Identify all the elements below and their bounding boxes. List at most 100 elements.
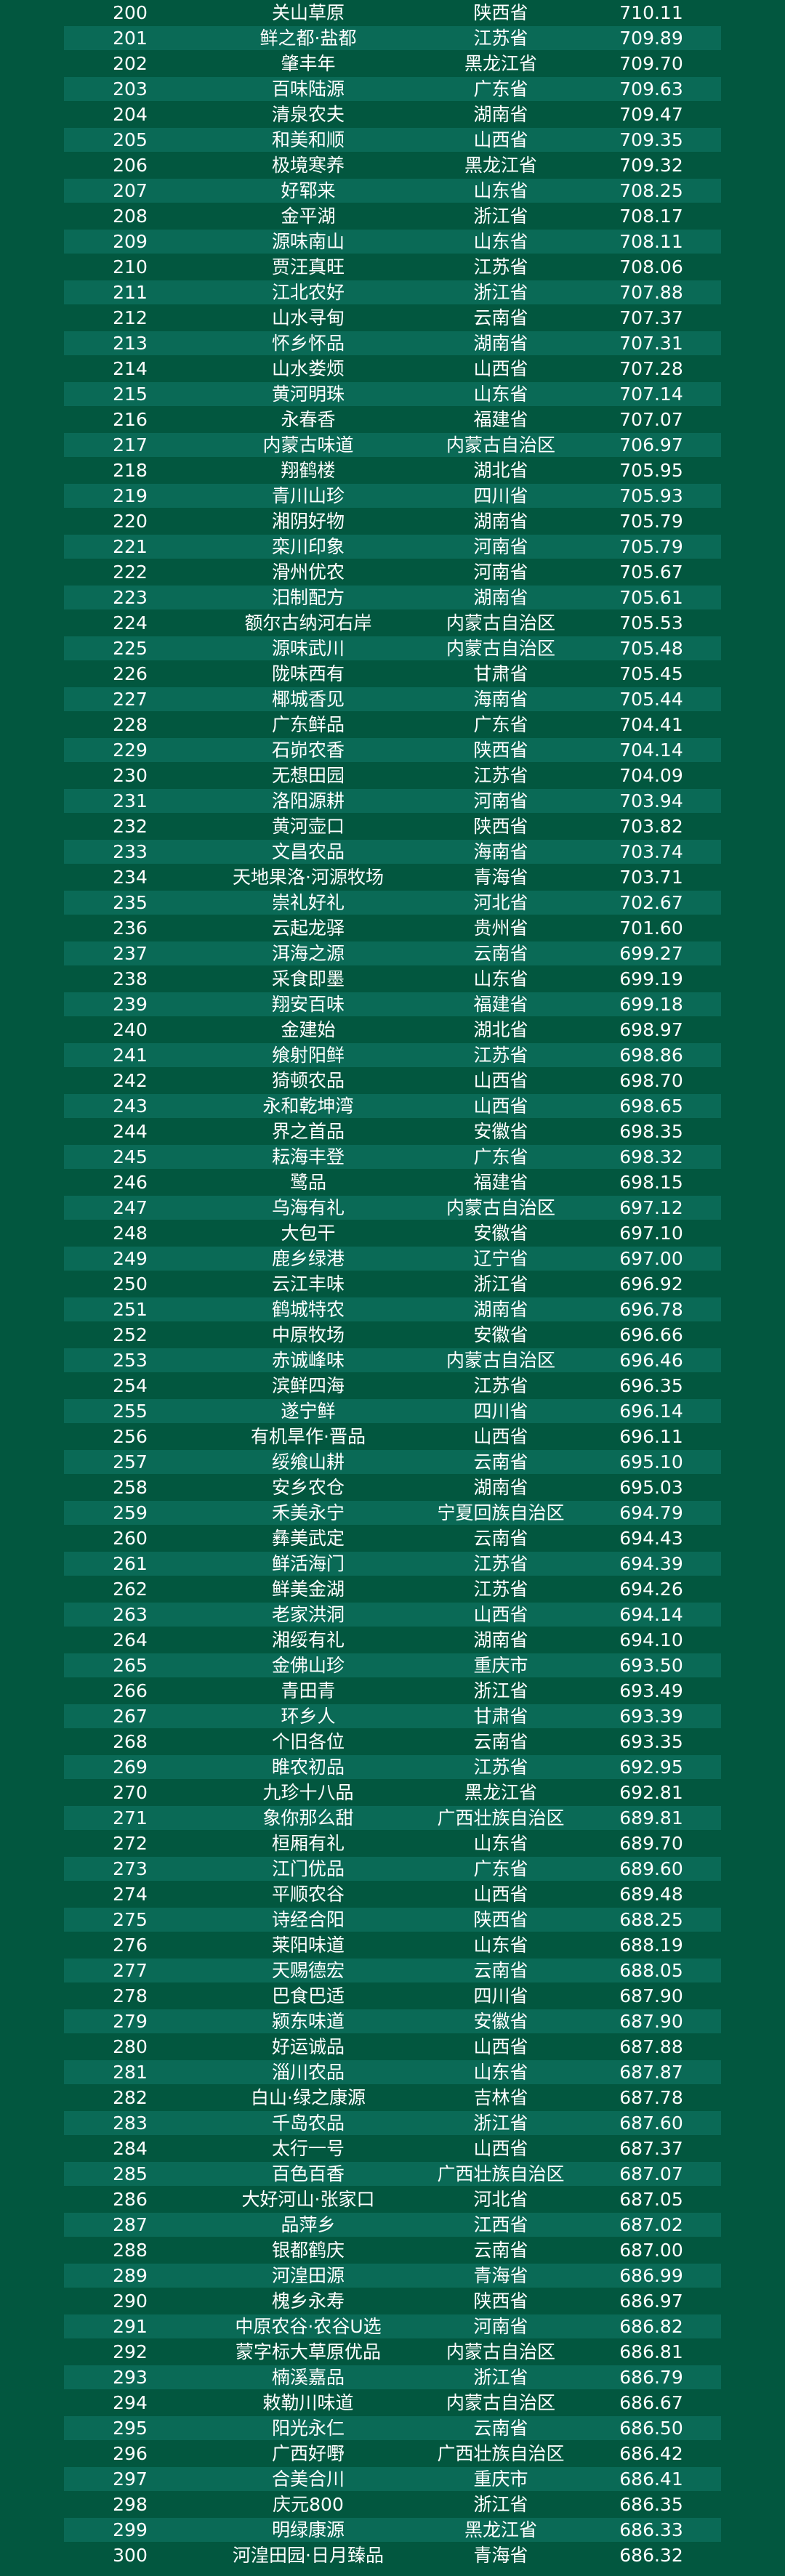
table-row: 279 颍东味道 安徽省 687.90 bbox=[0, 2009, 785, 2034]
brand-cell: 禾美永宁 bbox=[271, 1502, 345, 1523]
rank-cell: 285 bbox=[113, 2163, 148, 2184]
brand-cell: 九珍十八品 bbox=[262, 1782, 354, 1803]
table-row: 287 品萍乡 江西省 687.02 bbox=[0, 2212, 785, 2237]
province-cell: 云南省 bbox=[473, 2240, 528, 2261]
province-cell: 云南省 bbox=[473, 2418, 528, 2439]
score-cell: 694.10 bbox=[619, 1629, 683, 1650]
rank-cell: 240 bbox=[113, 1019, 148, 1040]
score-cell: 699.27 bbox=[619, 943, 683, 964]
table-row: 269 睢农初品 江苏省 692.95 bbox=[0, 1754, 785, 1780]
province-cell: 江西省 bbox=[473, 2214, 528, 2235]
rank-cell: 243 bbox=[113, 1095, 148, 1117]
score-cell: 686.50 bbox=[619, 2418, 683, 2439]
rank-cell: 239 bbox=[113, 994, 148, 1015]
province-cell: 青海省 bbox=[473, 2545, 528, 2566]
brand-cell: 云起龙驿 bbox=[271, 918, 345, 939]
score-cell: 707.31 bbox=[619, 333, 683, 354]
score-cell: 688.19 bbox=[619, 1935, 683, 1956]
rank-cell: 233 bbox=[113, 841, 148, 862]
rank-cell: 244 bbox=[113, 1121, 148, 1142]
score-cell: 705.45 bbox=[619, 663, 683, 684]
brand-cell: 源味武川 bbox=[271, 638, 345, 659]
brand-cell: 椰城香见 bbox=[271, 689, 345, 710]
brand-cell: 象你那么甜 bbox=[262, 1807, 354, 1828]
table-row: 204 清泉农夫 湖南省 709.47 bbox=[0, 102, 785, 127]
brand-cell: 额尔古纳河右岸 bbox=[244, 612, 372, 633]
table-row: 221 栾川印象 河南省 705.79 bbox=[0, 534, 785, 559]
table-row: 224 额尔古纳河右岸 内蒙古自治区 705.53 bbox=[0, 610, 785, 636]
rank-cell: 289 bbox=[113, 2265, 148, 2286]
rank-cell: 253 bbox=[113, 1350, 148, 1371]
score-cell: 694.39 bbox=[619, 1553, 683, 1574]
score-cell: 703.82 bbox=[619, 816, 683, 837]
score-cell: 709.70 bbox=[619, 53, 683, 74]
rank-cell: 275 bbox=[113, 1909, 148, 1930]
score-cell: 696.92 bbox=[619, 1273, 683, 1295]
brand-cell: 和美和顺 bbox=[271, 129, 345, 150]
score-cell: 686.35 bbox=[619, 2494, 683, 2515]
table-row: 271 象你那么甜 广西壮族自治区 689.81 bbox=[0, 1805, 785, 1831]
score-cell: 686.67 bbox=[619, 2392, 683, 2413]
table-row: 213 怀乡怀品 湖南省 707.31 bbox=[0, 331, 785, 356]
score-cell: 707.07 bbox=[619, 409, 683, 430]
province-cell: 江苏省 bbox=[473, 1553, 528, 1574]
brand-cell: 猗顿农品 bbox=[271, 1070, 345, 1091]
rank-cell: 281 bbox=[113, 2062, 148, 2083]
score-cell: 707.14 bbox=[619, 384, 683, 405]
province-cell: 浙江省 bbox=[473, 1680, 528, 1701]
province-cell: 浙江省 bbox=[473, 2494, 528, 2515]
province-cell: 山西省 bbox=[473, 129, 528, 150]
province-cell: 广西壮族自治区 bbox=[437, 2443, 565, 2464]
province-cell: 云南省 bbox=[473, 1731, 528, 1752]
province-cell: 山东省 bbox=[473, 231, 528, 252]
score-cell: 686.81 bbox=[619, 2341, 683, 2362]
brand-cell: 好运诚品 bbox=[271, 2036, 345, 2057]
table-row: 242 猗顿农品 山西省 698.70 bbox=[0, 1068, 785, 1093]
table-row: 291 中原农谷·农谷U选 河南省 686.82 bbox=[0, 2314, 785, 2339]
score-cell: 699.19 bbox=[619, 968, 683, 989]
brand-cell: 贾汪真旺 bbox=[271, 256, 345, 278]
rank-cell: 247 bbox=[113, 1197, 148, 1218]
rank-cell: 263 bbox=[113, 1604, 148, 1625]
table-row: 254 滨鲜四海 江苏省 696.35 bbox=[0, 1373, 785, 1398]
province-cell: 辽宁省 bbox=[473, 1248, 528, 1269]
score-cell: 689.60 bbox=[619, 1858, 683, 1879]
province-cell: 福建省 bbox=[473, 1172, 528, 1193]
brand-cell: 源味南山 bbox=[271, 231, 345, 252]
brand-cell: 安乡农仓 bbox=[271, 1477, 345, 1498]
score-cell: 695.03 bbox=[619, 1477, 683, 1498]
province-cell: 云南省 bbox=[473, 943, 528, 964]
province-cell: 黑龙江省 bbox=[464, 2519, 538, 2540]
brand-cell: 清泉农夫 bbox=[271, 104, 345, 125]
province-cell: 黑龙江省 bbox=[464, 53, 538, 74]
score-cell: 689.48 bbox=[619, 1884, 683, 1905]
score-cell: 694.79 bbox=[619, 1502, 683, 1523]
province-cell: 吉林省 bbox=[473, 2087, 528, 2108]
brand-cell: 赤诚峰味 bbox=[271, 1350, 345, 1371]
table-row: 276 莱阳味道 山东省 688.19 bbox=[0, 1932, 785, 1958]
brand-cell: 采食即墨 bbox=[271, 968, 345, 989]
rank-cell: 204 bbox=[113, 104, 148, 125]
table-row: 268 个旧各位 云南省 693.35 bbox=[0, 1729, 785, 1754]
score-cell: 707.37 bbox=[619, 307, 683, 328]
table-row: 243 永和乾坤湾 山西省 698.65 bbox=[0, 1093, 785, 1119]
table-row: 238 采食即墨 山东省 699.19 bbox=[0, 966, 785, 992]
score-cell: 694.26 bbox=[619, 1579, 683, 1600]
score-cell: 687.90 bbox=[619, 2011, 683, 2032]
brand-cell: 翔鹤楼 bbox=[281, 460, 336, 481]
brand-cell: 滨鲜四海 bbox=[271, 1375, 345, 1396]
province-cell: 内蒙古自治区 bbox=[446, 2392, 556, 2413]
table-row: 222 滑州优农 河南省 705.67 bbox=[0, 559, 785, 585]
rank-cell: 215 bbox=[113, 384, 148, 405]
province-cell: 浙江省 bbox=[473, 206, 528, 227]
province-cell: 内蒙古自治区 bbox=[446, 434, 556, 455]
score-cell: 702.67 bbox=[619, 892, 683, 913]
province-cell: 河北省 bbox=[473, 2189, 528, 2210]
table-row: 280 好运诚品 山西省 687.88 bbox=[0, 2034, 785, 2059]
score-cell: 708.17 bbox=[619, 206, 683, 227]
table-row: 257 绥飨山耕 云南省 695.10 bbox=[0, 1449, 785, 1475]
table-row: 208 金平湖 浙江省 708.17 bbox=[0, 203, 785, 229]
rank-cell: 284 bbox=[113, 2138, 148, 2159]
rank-cell: 206 bbox=[113, 155, 148, 176]
